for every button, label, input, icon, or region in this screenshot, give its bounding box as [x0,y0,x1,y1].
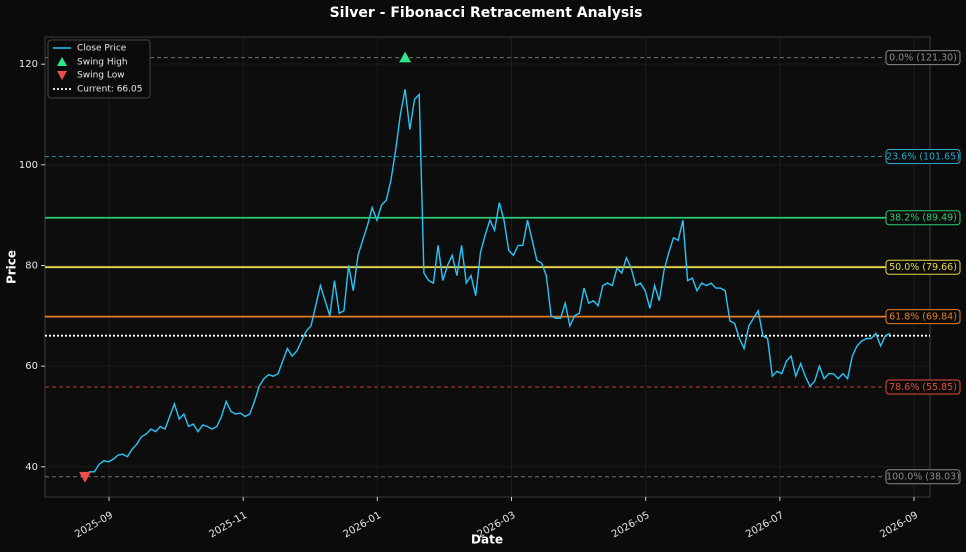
y-tick-label: 40 [25,462,38,473]
y-tick-label: 80 [25,260,38,271]
x-axis-label: Date [471,533,503,547]
fib-label: 61.8% (69.84) [889,312,957,323]
legend-label: Current: 66.05 [77,85,142,95]
swing-high-marker [399,51,412,63]
fib-label: 38.2% (89.49) [889,213,957,224]
fib-label: 23.6% (101.65) [886,152,960,163]
y-tick-label: 100 [19,160,38,171]
fib-label-box [885,210,961,226]
y-tick-label: 120 [19,59,38,70]
fib-label: 0.0% (121.30) [889,53,957,64]
fib-label-box [885,50,961,66]
fib-label: 100.0% (38.03) [886,472,960,483]
swing-low-marker [79,471,91,483]
legend-box [47,39,151,99]
legend-label: Swing Low [77,71,125,81]
fib-label-box [885,379,961,395]
fib-label: 50.0% (79.66) [889,262,957,273]
close-line [84,89,891,476]
y-tick-label: 60 [25,361,38,372]
legend-swatch [57,71,67,80]
legend-label: Close Price [77,44,127,54]
fib-label-box [885,259,961,275]
chart-title: Silver - Fibonacci Retracement Analysis [330,5,643,21]
legend-label: Swing High [77,58,128,68]
fib-label-box [885,469,961,485]
fib-label: 78.6% (55.85) [889,382,957,393]
legend-swatch [57,57,67,66]
y-axis-label: Price [5,250,19,284]
fib-label-box [885,149,961,165]
fib-label-box [885,309,961,325]
legend: Close Price Swing High Swing Low Current: 6… [47,39,151,99]
